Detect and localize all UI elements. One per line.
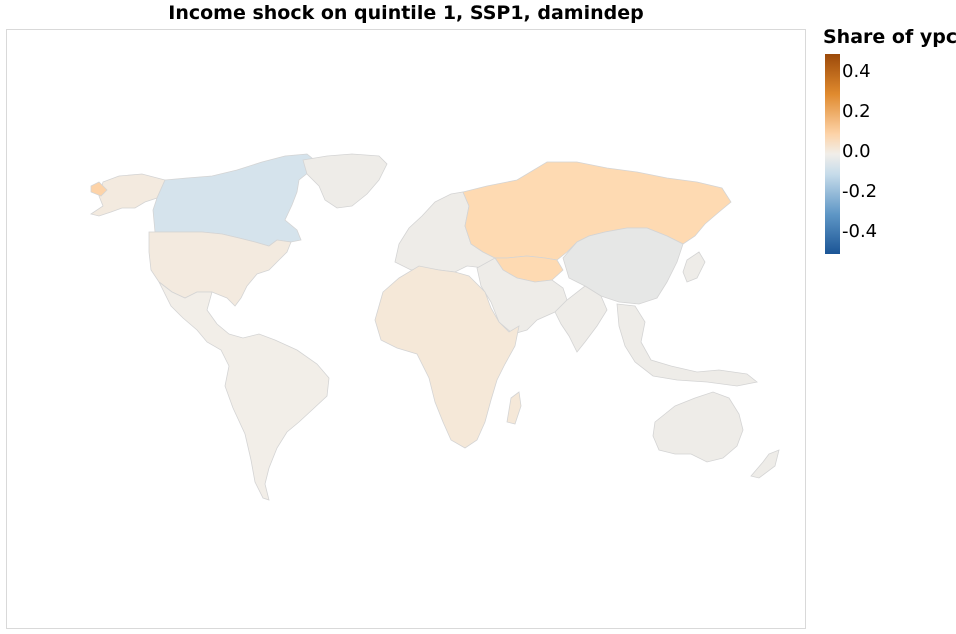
region-japan [682, 251, 706, 283]
region-africa [374, 265, 520, 449]
region-alaska [90, 173, 166, 217]
world-map-svg [90, 153, 780, 501]
world-map [6, 29, 806, 629]
legend-tick-neg0.4: -0.4 [842, 221, 878, 242]
region-southeast-asia [616, 303, 758, 387]
legend-tick-0.2: 0.2 [842, 101, 871, 122]
region-greenland [302, 153, 388, 209]
region-alaska-east [90, 181, 108, 197]
legend-tick-0.0: 0.0 [842, 141, 871, 162]
region-latin-america [158, 281, 330, 501]
region-madagascar [506, 391, 522, 425]
legend-tick-0.4: 0.4 [842, 61, 871, 82]
legend-title: Share of ypc [823, 26, 956, 48]
region-australia [652, 391, 744, 463]
region-new-zealand [750, 449, 780, 479]
map-title: Income shock on quintile 1, SSP1, damind… [168, 2, 644, 24]
legend-tick-neg0.2: -0.2 [842, 181, 878, 202]
region-south-asia [554, 285, 608, 353]
legend-color-bar [825, 54, 840, 254]
